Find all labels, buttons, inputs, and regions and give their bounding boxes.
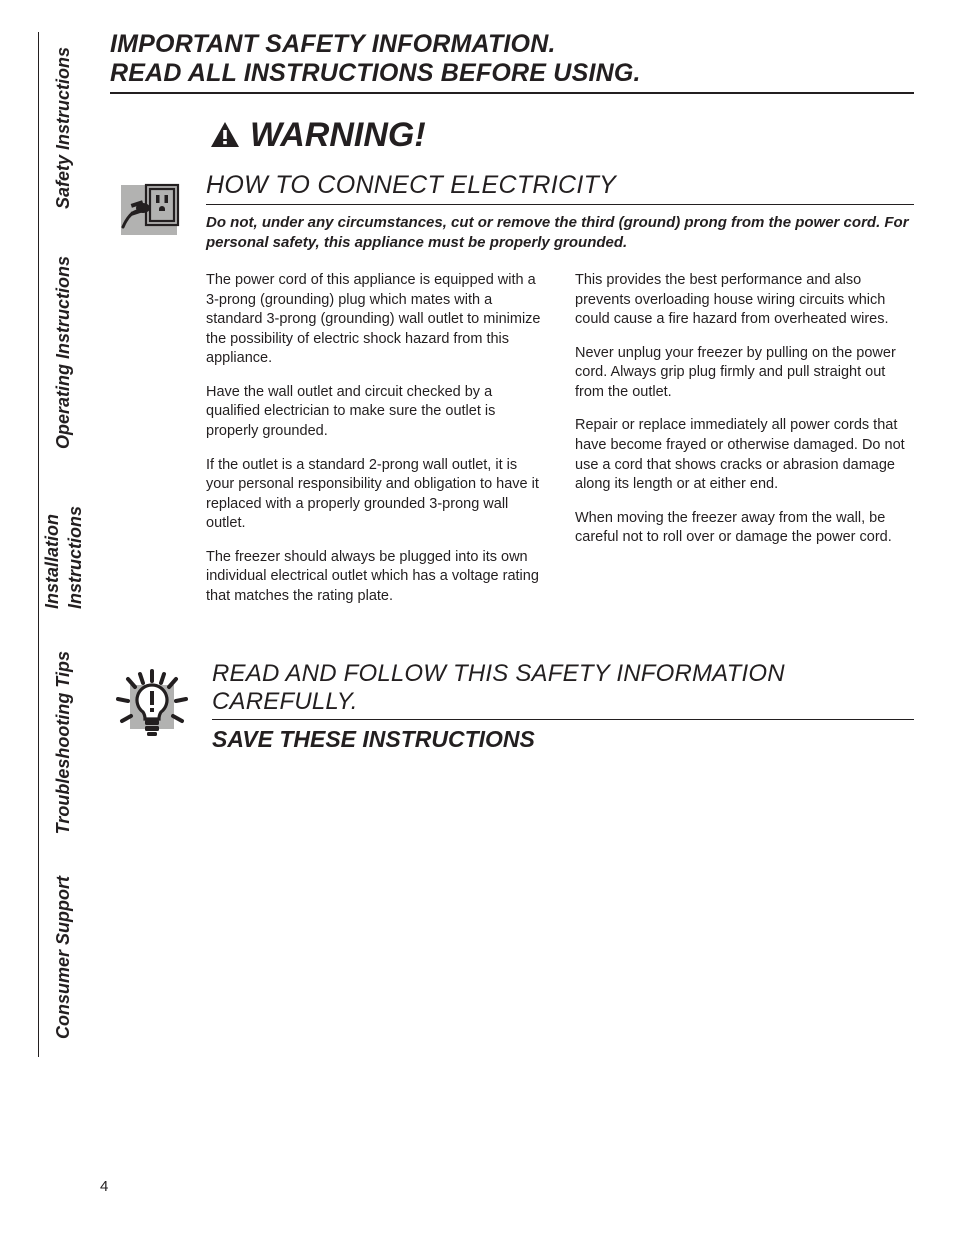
warning-triangle-icon [210, 121, 240, 149]
page-content: IMPORTANT SAFETY INFORMATION. READ ALL I… [110, 30, 914, 753]
tab-label: Troubleshooting Tips [53, 651, 74, 834]
tab-safety-instructions: Safety Instructions [38, 32, 88, 227]
tab-label: Consumer Support [53, 876, 74, 1039]
save-instructions: SAVE THESE INSTRUCTIONS [212, 726, 914, 753]
body-paragraph: If the outlet is a standard 2-prong wall… [206, 456, 545, 534]
page-title: IMPORTANT SAFETY INFORMATION. READ ALL I… [110, 30, 914, 94]
section-heading: HOW TO CONNECT ELECTRICITY [206, 171, 914, 205]
section-body: READ AND FOLLOW THIS SAFETY INFORMATION … [212, 660, 914, 753]
page-number: 4 [100, 1178, 108, 1195]
section-electricity: HOW TO CONNECT ELECTRICITY Do not, under… [110, 171, 914, 621]
tab-label: Operating Instructions [53, 256, 74, 449]
tab-operating-instructions: Operating Instructions [38, 227, 88, 467]
body-paragraph: This provides the best performance and a… [575, 271, 914, 330]
body-columns: The power cord of this appliance is equi… [206, 271, 914, 620]
read-follow-heading: READ AND FOLLOW THIS SAFETY INFORMATION … [212, 660, 914, 720]
section-lede: Do not, under any circumstances, cut or … [206, 213, 914, 254]
tab-troubleshooting-tips: Troubleshooting Tips [38, 627, 88, 852]
body-paragraph: Repair or replace immediately all power … [575, 416, 914, 494]
plug-outlet-icon [110, 171, 188, 249]
tab-label-multi: Installation Instructions [42, 506, 86, 609]
manual-page: Safety Instructions Operating Instructio… [0, 0, 954, 1235]
column-left: The power cord of this appliance is equi… [206, 271, 545, 620]
body-paragraph: Have the wall outlet and circuit checked… [206, 383, 545, 442]
tab-label: Safety Instructions [53, 47, 74, 209]
column-right: This provides the best performance and a… [575, 271, 914, 620]
body-paragraph: Never unplug your freezer by pulling on … [575, 344, 914, 403]
body-paragraph: The freezer should always be plugged int… [206, 548, 545, 607]
tab-consumer-support: Consumer Support [38, 852, 88, 1057]
body-paragraph: When moving the freezer away from the wa… [575, 509, 914, 548]
warning-heading: WARNING! [210, 116, 914, 155]
warning-label: WARNING! [250, 116, 426, 155]
section-body: HOW TO CONNECT ELECTRICITY Do not, under… [206, 171, 914, 621]
body-paragraph: The power cord of this appliance is equi… [206, 271, 545, 369]
lightbulb-alert-icon [110, 668, 194, 746]
section-read-follow: READ AND FOLLOW THIS SAFETY INFORMATION … [110, 660, 914, 753]
title-line2: READ ALL INSTRUCTIONS BEFORE USING. [110, 59, 914, 88]
tab-installation-instructions: Installation Instructions [38, 467, 88, 627]
title-line1: IMPORTANT SAFETY INFORMATION. [110, 30, 914, 59]
side-tabs: Safety Instructions Operating Instructio… [38, 32, 88, 1203]
